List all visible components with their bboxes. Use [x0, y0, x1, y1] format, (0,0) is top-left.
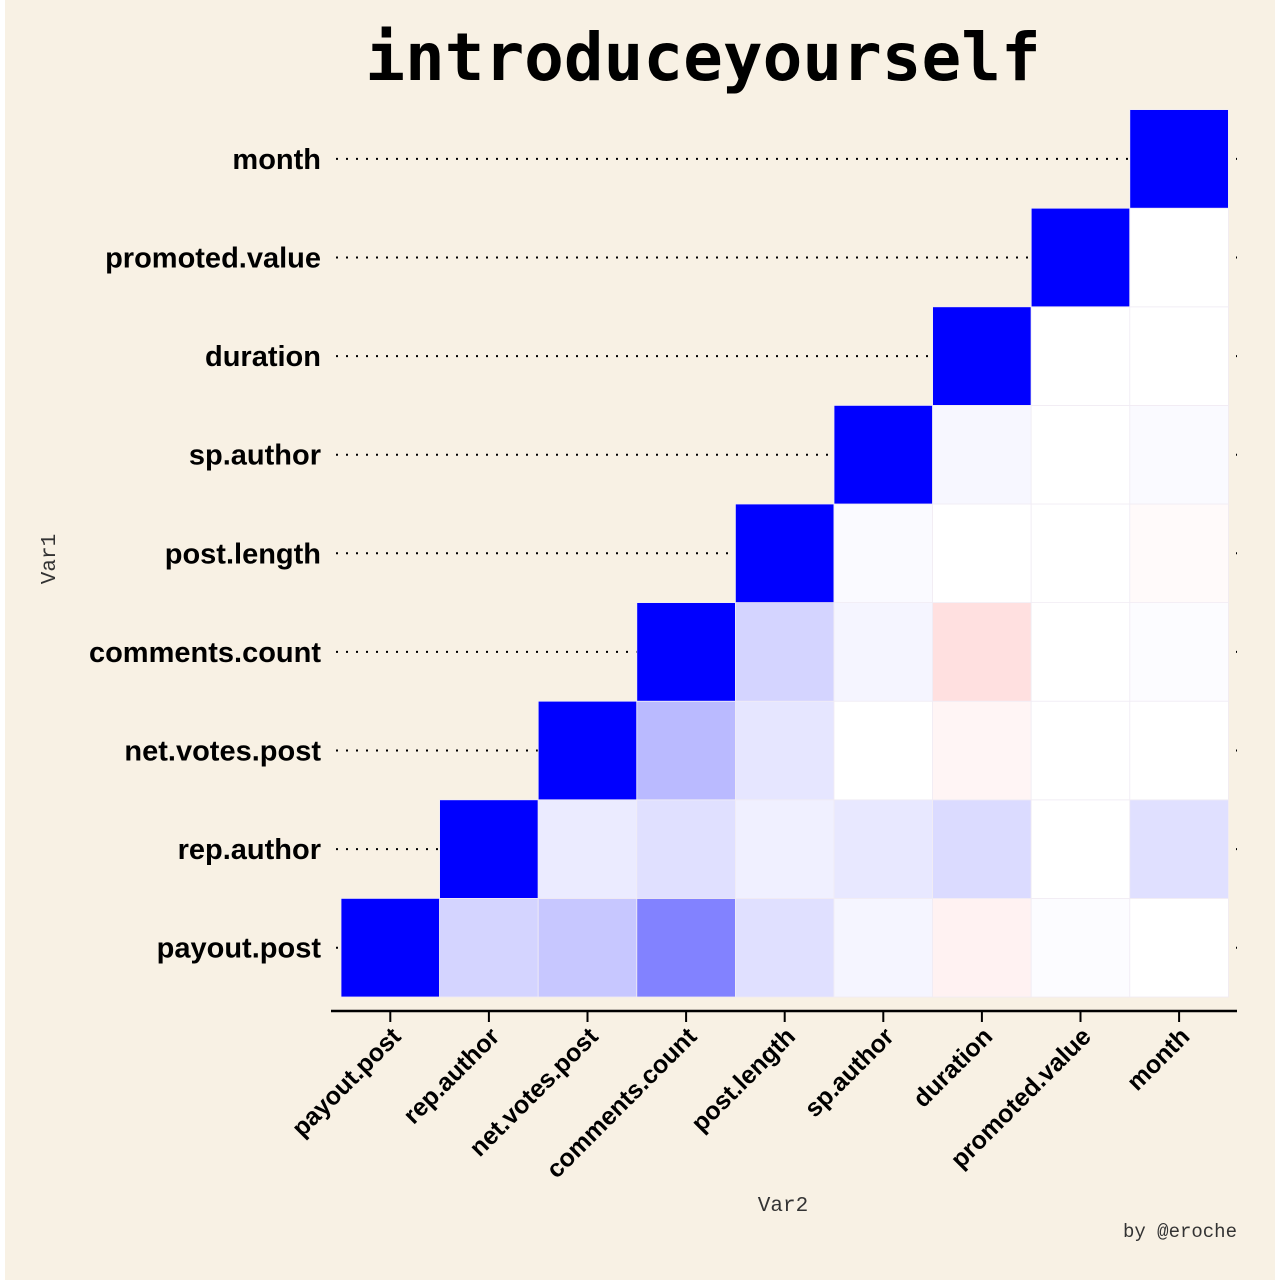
cell-comments.count-post.length [735, 602, 835, 702]
x-tick-month: month [1122, 1022, 1196, 1096]
y-tick-net.votes.post: net.votes.post [124, 736, 321, 768]
x-tick-post.length: post.length [686, 1022, 801, 1137]
cell-net.votes.post-month [1129, 700, 1229, 801]
chart-title: introduceyourself [365, 19, 1041, 96]
cell-sp.author-duration [932, 404, 1032, 505]
cell-comments.count-month [1129, 602, 1229, 702]
y-tick-sp.author: sp.author [189, 440, 321, 472]
cell-rep.author-post.length [735, 799, 835, 899]
cell-net.votes.post-promoted.value [1030, 700, 1131, 801]
cell-duration-promoted.value [1030, 306, 1131, 406]
y-axis-label: Var1 [39, 534, 62, 584]
cell-post.length-sp.author [833, 503, 933, 603]
cell-rep.author-promoted.value [1030, 799, 1131, 899]
cell-duration-duration [932, 306, 1032, 406]
cell-rep.author-net.votes.post [537, 799, 638, 899]
y-tick-duration: duration [205, 341, 321, 373]
cell-post.length-month [1129, 503, 1229, 603]
cell-payout.post-duration [932, 898, 1032, 998]
cell-net.votes.post-comments.count [636, 700, 736, 801]
cell-comments.count-sp.author [833, 602, 933, 702]
cell-post.length-post.length [735, 503, 835, 603]
heatmap-cells [340, 109, 1229, 998]
x-tick-payout.post: payout.post [287, 1022, 407, 1142]
cell-rep.author-comments.count [636, 799, 736, 899]
y-tick-month: month [232, 144, 321, 176]
cell-payout.post-payout.post [340, 898, 440, 998]
y-tick-post.length: post.length [165, 538, 321, 570]
cell-payout.post-rep.author [439, 898, 539, 998]
cell-payout.post-sp.author [833, 898, 933, 998]
cell-net.votes.post-sp.author [833, 700, 933, 801]
cell-rep.author-rep.author [439, 799, 539, 899]
x-tick-rep.author: rep.author [398, 1022, 505, 1129]
y-tick-rep.author: rep.author [178, 834, 321, 866]
y-tick-comments.count: comments.count [89, 637, 321, 669]
x-tick-sp.author: sp.author [799, 1022, 900, 1123]
cell-net.votes.post-net.votes.post [537, 700, 638, 801]
cell-net.votes.post-duration [932, 700, 1032, 801]
y-tick-payout.post: payout.post [157, 933, 322, 965]
chart-canvas: introduceyourself payout.post rep.author n… [5, 0, 1275, 1280]
x-tick-labels: payout.postrep.authornet.votes.postcomme… [287, 1011, 1196, 1184]
cell-sp.author-month [1129, 404, 1229, 505]
y-tick-promoted.value: promoted.value [105, 243, 321, 275]
x-axis-label: Var2 [758, 1195, 808, 1218]
cell-comments.count-promoted.value [1030, 602, 1131, 702]
cell-duration-month [1129, 306, 1229, 406]
cell-rep.author-duration [932, 799, 1032, 899]
cell-sp.author-sp.author [833, 404, 933, 505]
cell-comments.count-duration [932, 602, 1032, 702]
cell-payout.post-promoted.value [1030, 898, 1131, 998]
caption: by @eroche [1123, 1221, 1237, 1243]
cell-payout.post-comments.count [636, 898, 736, 998]
cell-payout.post-month [1129, 898, 1229, 998]
cell-post.length-promoted.value [1030, 503, 1131, 603]
cell-promoted.value-month [1129, 207, 1229, 308]
cell-promoted.value-promoted.value [1030, 207, 1131, 308]
cell-payout.post-net.votes.post [537, 898, 638, 998]
x-tick-duration: duration [908, 1022, 999, 1113]
heatmap-chart: introduceyourself payout.postrep.authorn… [39, 19, 1237, 1243]
cell-post.length-duration [932, 503, 1032, 603]
cell-comments.count-comments.count [636, 602, 736, 702]
cell-month-month [1129, 109, 1229, 209]
y-tick-labels: payout.post rep.author net.votes.post comme… [89, 144, 321, 965]
cell-rep.author-sp.author [833, 799, 933, 899]
cell-net.votes.post-post.length [735, 700, 835, 801]
cell-rep.author-month [1129, 799, 1229, 899]
cell-sp.author-promoted.value [1030, 404, 1131, 505]
cell-payout.post-post.length [735, 898, 835, 998]
